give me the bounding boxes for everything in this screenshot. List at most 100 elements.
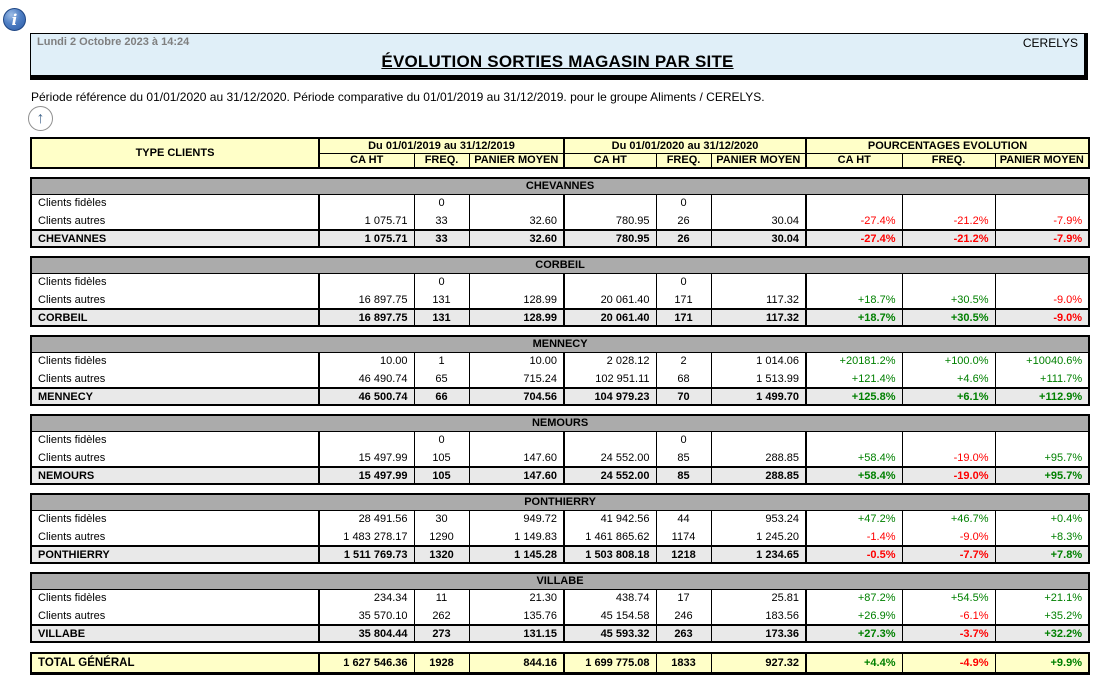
cell-ca-ht-2020: [563, 431, 656, 449]
cell-pct-ca-ht: +125.8%: [805, 387, 902, 405]
group-header-evolution: POURCENTAGES EVOLUTION: [805, 137, 1090, 154]
cell-ca-ht-2019: 46 490.74: [318, 370, 414, 388]
cell-panier-2020: [710, 431, 806, 449]
cell-ca-ht-2020: 20 061.40: [563, 308, 656, 326]
cell-freq-2019: 65: [413, 370, 469, 388]
cell-panier-2019: 715.24: [468, 370, 564, 388]
cell-ca-ht-2020: 1 461 865.62: [563, 528, 656, 546]
total-row: NEMOURS 15 497.99 105 147.60 24 552.00 85 288.…: [31, 466, 1090, 484]
cell-pct-ca-ht: +27.3%: [805, 624, 902, 642]
cell-pct-freq: +30.5%: [901, 291, 995, 309]
up-arrow-icon: ↑: [36, 109, 45, 127]
cell-pct-panier: +32.2%: [994, 624, 1089, 642]
cell-ca-ht-2020: 780.95: [563, 229, 656, 247]
cell-pct-ca-ht: +18.7%: [805, 308, 902, 326]
cell-freq-2020: 17: [655, 589, 711, 607]
group-header-2020: Du 01/01/2020 au 31/12/2020: [563, 137, 807, 154]
cell-ca-ht-2019: 1 075.71: [318, 229, 414, 247]
cell-pct-panier: +35.2%: [994, 607, 1089, 625]
site-section-mennecy: MENNECY Clients fidèles 10.00 1 10.00 2 028.1…: [30, 335, 1091, 406]
cell-panier-2020: 1 245.20: [710, 528, 806, 546]
cell-ca-ht-2019: 46 500.74: [318, 387, 414, 405]
cell-pct-panier: +95.7%: [994, 449, 1090, 467]
info-icon-glyph: i: [11, 10, 18, 29]
cell-panier-2019: [468, 273, 564, 291]
cell-panier-2020: 288.85: [710, 449, 806, 467]
data-row: Clients fidèles 234.34 11 21.30 438.74 17 25.8…: [31, 589, 1089, 607]
cell-pct-freq: +30.5%: [901, 308, 995, 326]
cell-pct-ca-ht: [805, 431, 902, 449]
cell-ca-ht-2019: 16 897.75: [318, 291, 414, 309]
site-total-label: VILLABE: [31, 624, 319, 642]
cell-ca-ht-2019: 1 483 278.17: [318, 528, 414, 546]
cell-ca-ht-2020: [563, 194, 656, 212]
cell-pct-freq: +54.5%: [901, 589, 995, 607]
cell-panier-2020: 30.04: [710, 212, 806, 230]
row-label: Clients autres: [31, 528, 319, 546]
total-row: MENNECY 46 500.74 66 704.56 104 979.23 70 1 49…: [31, 387, 1090, 405]
cell-panier-2020: 183.56: [710, 607, 806, 625]
cell-freq-2019: 1320: [413, 545, 469, 563]
site-name-bar: CORBEIL: [31, 257, 1090, 274]
total-row: CHEVANNES 1 075.71 33 32.60 780.95 26 30.04 -27…: [31, 229, 1090, 247]
data-row: Clients autres 35 570.10 262 135.76 45 154.5…: [31, 607, 1089, 625]
site-name-bar: NEMOURS: [31, 415, 1090, 432]
cell-pct-ca-ht: +58.4%: [805, 449, 902, 467]
cell-freq-2020: 263: [655, 624, 711, 642]
cell-panier-2019: 32.60: [468, 212, 564, 230]
site-section-villabe: VILLABE Clients fidèles 234.34 11 21.30 438.7…: [30, 572, 1090, 643]
cell-freq-2020: 85: [655, 466, 711, 484]
cell-pct-panier: +95.7%: [994, 466, 1090, 484]
cell-freq-2020: 85: [655, 449, 711, 467]
cell-pct-ca-ht: +58.4%: [805, 466, 902, 484]
info-icon[interactable]: i: [3, 8, 26, 31]
row-label: Clients autres: [31, 449, 319, 467]
cell-ca-ht-2020: 102 951.11: [563, 370, 656, 388]
cell-panier-2020: [710, 273, 806, 291]
cell-ca-ht-2019: [318, 194, 414, 212]
cell-freq-2020: 1218: [655, 545, 711, 563]
data-row: Clients autres 15 497.99 105 147.60 24 552.0…: [31, 449, 1090, 467]
cell-pct-freq: [901, 431, 995, 449]
cell-ca-ht-2020: 24 552.00: [563, 466, 656, 484]
cell-pct-freq: +4.6%: [901, 370, 995, 388]
cell-panier-2019: 21.30: [468, 589, 564, 607]
grand-cell-pct-panier: +9.9%: [994, 653, 1089, 673]
cell-panier-2020: 1 513.99: [710, 370, 806, 388]
site-name-bar: MENNECY: [31, 336, 1090, 353]
total-row: CORBEIL 16 897.75 131 128.99 20 061.40 171 117…: [31, 308, 1090, 326]
cell-pct-ca-ht: [805, 273, 902, 291]
cell-pct-freq: -6.1%: [901, 607, 995, 625]
cell-panier-2020: 30.04: [710, 229, 806, 247]
cell-ca-ht-2019: 15 497.99: [318, 466, 414, 484]
cell-ca-ht-2020: 2 028.12: [563, 352, 656, 370]
cell-pct-freq: [901, 273, 995, 291]
cell-ca-ht-2020: 41 942.56: [563, 510, 656, 528]
grand-total-row: TOTAL GÉNÉRAL 1 627 546.36 1928 844.16 1 699…: [30, 652, 1090, 675]
site-total-label: PONTHIERRY: [31, 545, 319, 563]
cell-pct-panier: -9.0%: [994, 308, 1090, 326]
col-header-pct-panier: PANIER MOYEN: [994, 152, 1090, 169]
grand-cell-pct-ca-ht: +4.4%: [805, 653, 902, 673]
cell-panier-2019: 147.60: [468, 449, 564, 467]
cell-pct-panier: [994, 273, 1090, 291]
row-label: Clients fidèles: [31, 273, 319, 291]
cell-freq-2019: 0: [413, 194, 469, 212]
site-section-nemours: NEMOURS Clients fidèles 0 0 Clients autres 15…: [30, 414, 1091, 485]
cell-ca-ht-2020: 20 061.40: [563, 291, 656, 309]
cell-freq-2019: 273: [413, 624, 469, 642]
site-name-bar: CHEVANNES: [31, 178, 1090, 195]
cell-freq-2019: 33: [413, 229, 469, 247]
grand-cell-ca-ht-2020: 1 699 775.08: [563, 653, 656, 673]
cell-freq-2020: 2: [655, 352, 711, 370]
cell-pct-panier: +10040.6%: [994, 352, 1090, 370]
scroll-to-top-button[interactable]: ↑: [28, 106, 53, 131]
cell-panier-2019: 128.99: [468, 308, 564, 326]
cell-ca-ht-2020: 438.74: [563, 589, 656, 607]
cell-freq-2020: 246: [655, 607, 711, 625]
cell-pct-freq: -21.2%: [901, 229, 995, 247]
page-title: ÉVOLUTION SORTIES MAGASIN PAR SITE: [381, 52, 734, 71]
cell-panier-2020: 117.32: [710, 308, 806, 326]
cell-freq-2020: 0: [655, 431, 711, 449]
cell-freq-2019: 1: [413, 352, 469, 370]
